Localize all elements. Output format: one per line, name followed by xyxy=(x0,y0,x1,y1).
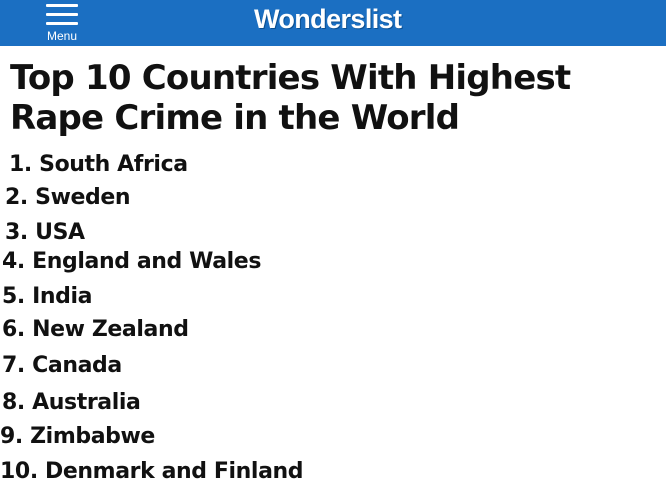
site-logo[interactable]: Wonderslist xyxy=(254,4,402,34)
list-item: 7. Canada xyxy=(2,353,122,378)
list-item: 3. USA xyxy=(5,220,85,245)
hamburger-menu-icon xyxy=(46,3,78,27)
list-item: 1. South Africa xyxy=(9,152,188,177)
list-item: 10. Denmark and Finland xyxy=(0,459,304,484)
list-item: 9. Zimbabwe xyxy=(0,424,155,449)
list-item: 6. New Zealand xyxy=(2,317,189,342)
menu-button[interactable]: Menu xyxy=(38,0,86,46)
list-item: 5. India xyxy=(2,284,93,309)
list-item: 8. Australia xyxy=(2,390,141,415)
list-item: 2. Sweden xyxy=(5,185,131,210)
menu-label: Menu xyxy=(46,29,78,43)
article-title: Top 10 Countries With Highest Rape Crime… xyxy=(10,58,571,138)
list-item: 4. England and Wales xyxy=(2,249,262,274)
top-navigation-bar: Menu Wonderslist xyxy=(0,0,666,46)
